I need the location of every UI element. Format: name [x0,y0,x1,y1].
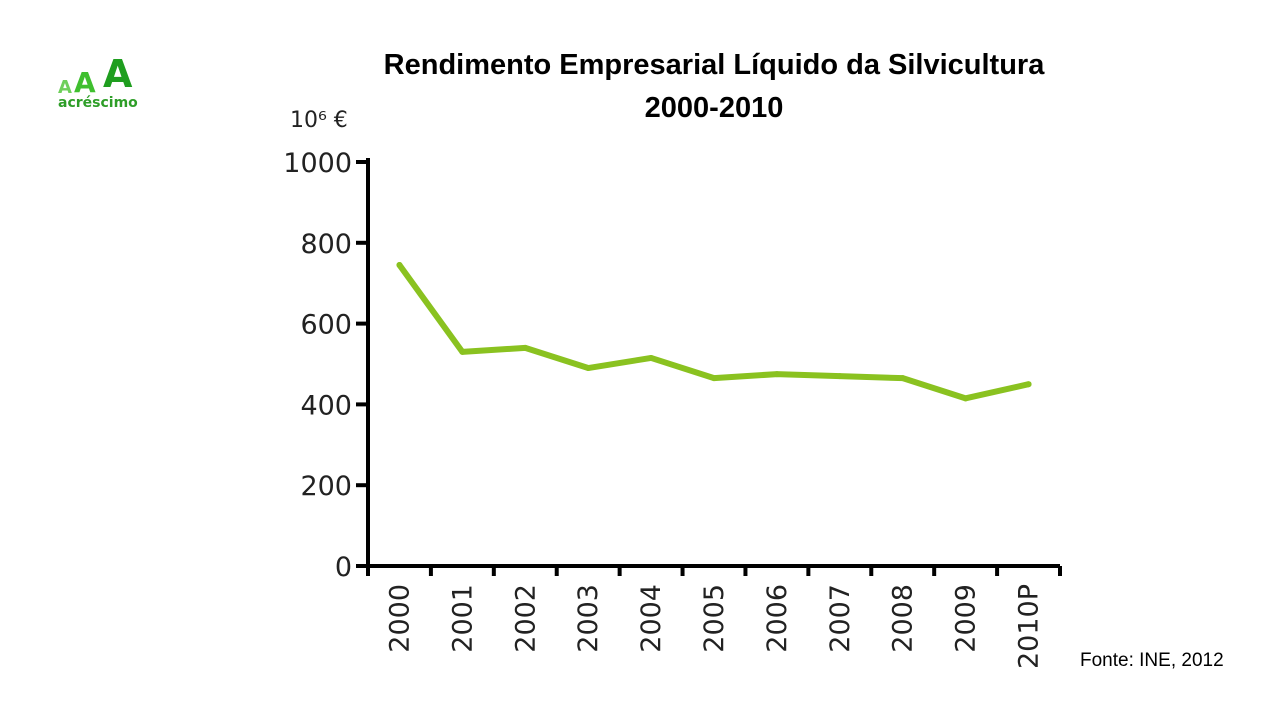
data-point [836,373,843,380]
x-tick-label: 2000 [384,584,415,653]
data-point [396,262,403,269]
chart-title-line1: Rendimento Empresarial Líquido da Silvic… [383,49,1045,81]
y-tick-label: 0 [335,552,352,583]
logo-letter-large: A [103,52,133,96]
x-tick-label: 2003 [573,584,604,653]
data-point [1025,381,1032,388]
x-tick-label: 2006 [762,584,793,653]
acrescimo-logo: A A A acréscimo [58,52,158,112]
data-point [522,344,529,351]
chart-title-line2: 2000-2010 [644,92,784,124]
data-point [648,354,655,361]
x-tick-label: 2005 [699,584,730,653]
data-point [773,371,780,378]
data-point [711,375,717,382]
chart-title: Rendimento Empresarial Líquido da Silvic… [214,44,1214,130]
y-tick-label: 400 [300,390,352,421]
data-point [899,375,906,382]
x-tick-label: 2004 [636,584,667,653]
x-tick-label: 2008 [888,584,919,653]
data-point [585,365,592,372]
y-tick-label: 800 [300,229,352,260]
data-point [459,348,466,355]
x-tick-label: 2009 [951,584,982,653]
y-tick-label: 200 [300,471,352,502]
x-tick-label: 2001 [447,584,478,653]
x-tick-label: 2007 [825,584,856,653]
y-tick-label: 1000 [283,148,352,179]
x-tick-label: 2010P [1014,584,1045,669]
source-note: Fonte: INE, 2012 [1080,650,1224,671]
logo-letter-medium: A [74,66,96,99]
x-tick-label: 2002 [510,584,541,653]
y-tick-label: 600 [300,310,352,341]
logo-word: acréscimo [58,95,138,111]
y-axis-unit-label: 10⁶ € [290,108,348,133]
logo-letter-small: A [58,77,72,98]
data-point [962,395,969,402]
